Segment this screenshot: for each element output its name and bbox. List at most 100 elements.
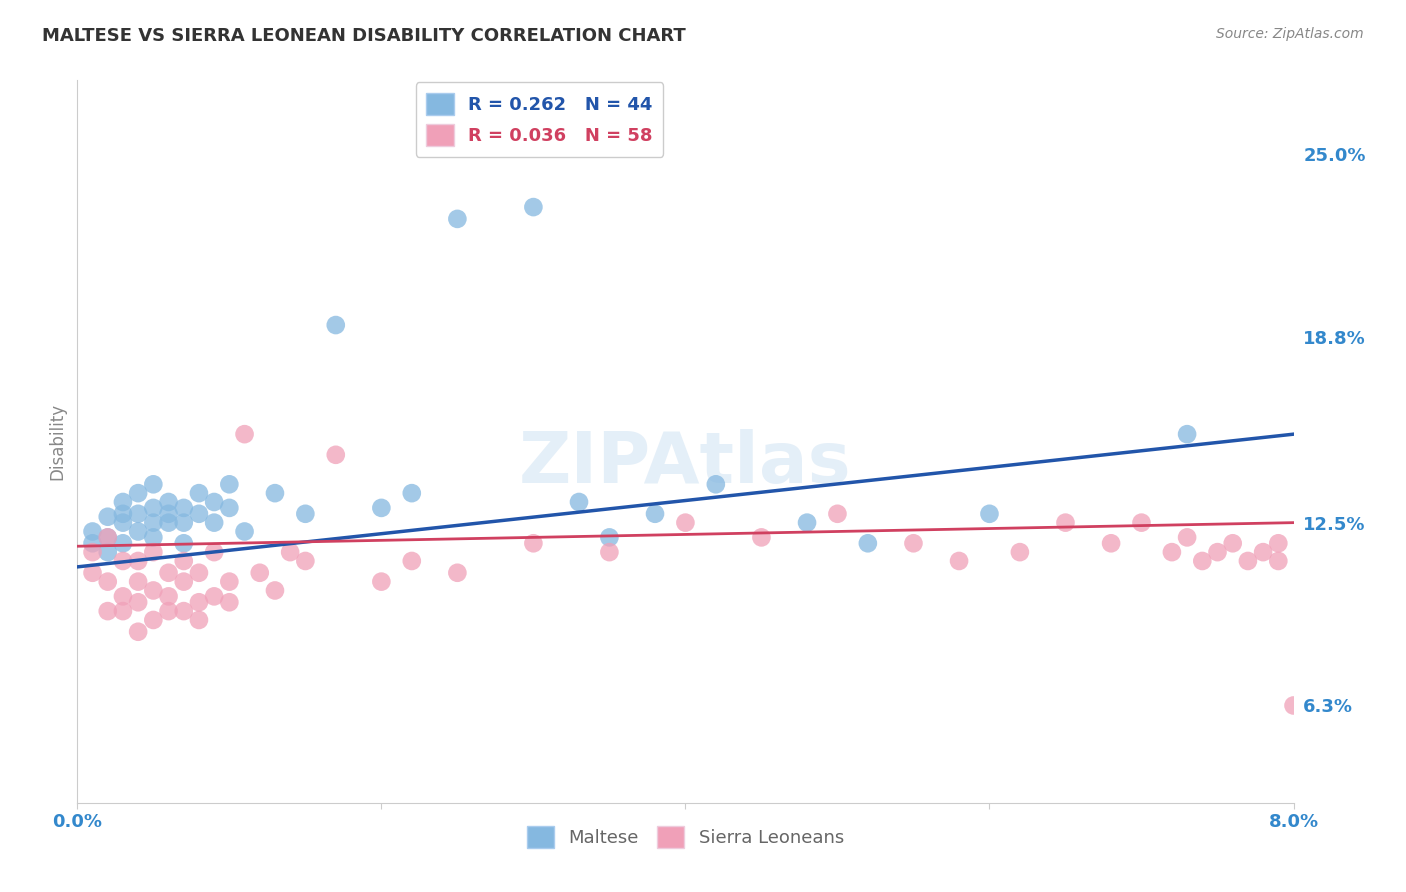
Point <box>111 590 134 604</box>
Point <box>370 500 392 515</box>
Point <box>294 554 316 568</box>
Point <box>979 507 1001 521</box>
Point <box>127 554 149 568</box>
Point <box>173 574 195 589</box>
Point <box>111 495 134 509</box>
Point <box>1251 545 1274 559</box>
Point <box>157 604 180 618</box>
Point <box>903 536 925 550</box>
Point <box>856 536 879 550</box>
Legend: Maltese, Sierra Leoneans: Maltese, Sierra Leoneans <box>520 819 851 855</box>
Point <box>202 495 225 509</box>
Point <box>218 595 240 609</box>
Point <box>111 554 134 568</box>
Point <box>97 574 120 589</box>
Point <box>704 477 727 491</box>
Point <box>173 516 195 530</box>
Point <box>188 595 211 609</box>
Point <box>142 530 165 544</box>
Point <box>218 574 240 589</box>
Point <box>127 595 149 609</box>
Point <box>142 477 165 491</box>
Point <box>127 486 149 500</box>
Point <box>97 545 120 559</box>
Point <box>218 500 240 515</box>
Point <box>97 530 120 544</box>
Point <box>1160 545 1182 559</box>
Point <box>568 495 591 509</box>
Point <box>1175 427 1198 442</box>
Text: ZIPAtlas: ZIPAtlas <box>519 429 852 498</box>
Point <box>1054 516 1077 530</box>
Point <box>111 604 134 618</box>
Point <box>157 590 180 604</box>
Point <box>278 545 301 559</box>
Point <box>796 516 818 530</box>
Point <box>173 554 195 568</box>
Point <box>233 524 256 539</box>
Point <box>249 566 271 580</box>
Point <box>127 507 149 521</box>
Point <box>127 574 149 589</box>
Y-axis label: Disability: Disability <box>48 403 66 480</box>
Text: MALTESE VS SIERRA LEONEAN DISABILITY CORRELATION CHART: MALTESE VS SIERRA LEONEAN DISABILITY COR… <box>42 27 686 45</box>
Point <box>325 448 347 462</box>
Point <box>1191 554 1213 568</box>
Point <box>751 530 773 544</box>
Point <box>142 583 165 598</box>
Point <box>948 554 970 568</box>
Point <box>142 545 165 559</box>
Point <box>401 486 423 500</box>
Point <box>202 590 225 604</box>
Point <box>446 566 468 580</box>
Point <box>1008 545 1031 559</box>
Point <box>233 427 256 442</box>
Point <box>1267 554 1289 568</box>
Point <box>157 566 180 580</box>
Point <box>97 509 120 524</box>
Point <box>1282 698 1305 713</box>
Point <box>370 574 392 589</box>
Point <box>401 554 423 568</box>
Point <box>142 613 165 627</box>
Point <box>598 530 620 544</box>
Point <box>82 524 104 539</box>
Point <box>173 500 195 515</box>
Point <box>1222 536 1244 550</box>
Point <box>82 566 104 580</box>
Point <box>111 516 134 530</box>
Point <box>446 211 468 226</box>
Point <box>827 507 849 521</box>
Point <box>1099 536 1122 550</box>
Point <box>1130 516 1153 530</box>
Point <box>188 507 211 521</box>
Point <box>142 500 165 515</box>
Point <box>325 318 347 332</box>
Point <box>188 486 211 500</box>
Point <box>522 536 544 550</box>
Point <box>644 507 666 521</box>
Point <box>157 495 180 509</box>
Text: Source: ZipAtlas.com: Source: ZipAtlas.com <box>1216 27 1364 41</box>
Point <box>218 477 240 491</box>
Point <box>202 516 225 530</box>
Point <box>82 545 104 559</box>
Point <box>1175 530 1198 544</box>
Point <box>675 516 697 530</box>
Point <box>188 613 211 627</box>
Point <box>1267 536 1289 550</box>
Point <box>127 524 149 539</box>
Point <box>264 486 287 500</box>
Point <box>188 566 211 580</box>
Point <box>1237 554 1260 568</box>
Point <box>111 507 134 521</box>
Point <box>294 507 316 521</box>
Point <box>1206 545 1229 559</box>
Point <box>82 536 104 550</box>
Point <box>127 624 149 639</box>
Point <box>142 516 165 530</box>
Point <box>157 507 180 521</box>
Point <box>598 545 620 559</box>
Point <box>157 516 180 530</box>
Point <box>264 583 287 598</box>
